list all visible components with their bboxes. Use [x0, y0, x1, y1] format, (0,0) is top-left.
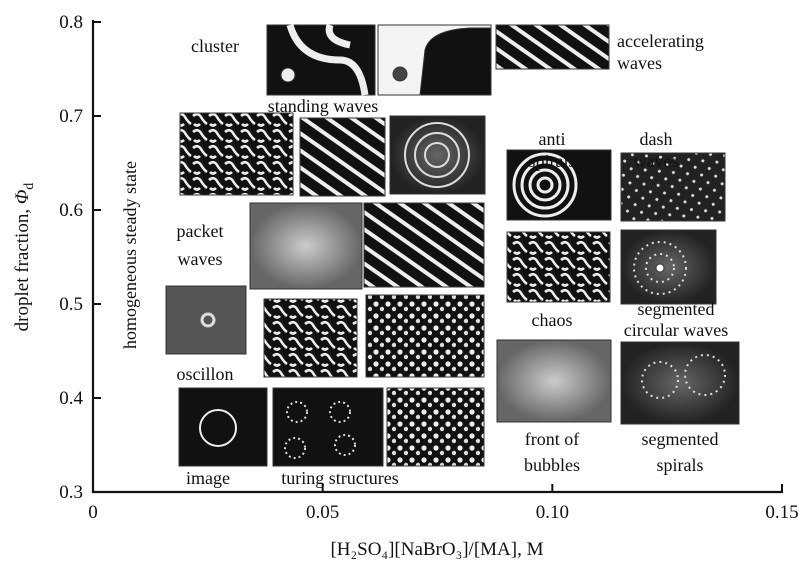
- y-axis-label: droplet fraction, Φd: [12, 183, 37, 332]
- thumbnail: [364, 203, 484, 287]
- thumbnail: [166, 286, 246, 354]
- thumbnail: [496, 25, 609, 69]
- region-label-line: chaos: [532, 310, 573, 330]
- y-tick-label: 0.7: [59, 106, 83, 127]
- y-tick-label: 0.3: [59, 482, 83, 503]
- region-label-line: standing waves: [268, 96, 378, 116]
- x-axis-label: [H₂SO₄][NaBrO₃]/[MA], M: [330, 539, 543, 560]
- region-label: chaos: [532, 310, 573, 330]
- thumbnail: [387, 388, 484, 466]
- thumbnail: [180, 113, 293, 195]
- region-label-line: circular waves: [624, 320, 728, 340]
- thumbnails: [166, 25, 739, 466]
- region-label-line: front of: [525, 429, 579, 449]
- region-label: segmented spirals: [642, 429, 719, 475]
- y-label-subscript: d: [22, 183, 37, 190]
- region-label-line: segmented: [638, 299, 715, 319]
- region-label-line: dash: [640, 129, 673, 149]
- x-tick-label: 0.05: [306, 502, 339, 523]
- region-label: image: [186, 468, 230, 488]
- thumbnail: [366, 295, 484, 377]
- region-label-line: accelerating: [617, 31, 704, 51]
- thumbnail: [621, 342, 739, 424]
- thumbnail: [621, 230, 716, 304]
- y-tick-label: 0.5: [59, 294, 83, 315]
- y-label-symbol: Φ: [12, 190, 33, 204]
- figure: [H₂SO₄][NaBrO₃]/[MA], M droplet fraction…: [0, 0, 798, 563]
- thumbnail: [300, 118, 385, 196]
- region-label-line: homogeneous steady state: [120, 161, 140, 349]
- region-label-line: turing structures: [281, 468, 398, 488]
- region-label: oscillon: [177, 364, 234, 384]
- x-tick-label: 0: [88, 502, 98, 523]
- region-label-line: bubbles: [524, 455, 580, 475]
- region-label: front of bubbles: [524, 429, 580, 475]
- region-label-line: waves: [634, 151, 679, 171]
- region-label-line: packet: [177, 221, 224, 241]
- region-label-line: waves: [178, 249, 223, 269]
- thumbnail: [250, 203, 362, 289]
- region-label: cluster: [191, 36, 239, 56]
- region-label-line: cluster: [191, 36, 239, 56]
- y-tick-label: 0.8: [59, 12, 83, 33]
- region-label-line: image: [186, 468, 230, 488]
- y-tick-label: 0.4: [59, 388, 83, 409]
- region-label: standing waves: [268, 96, 378, 116]
- region-label-line: oscillon: [177, 364, 234, 384]
- y-tick-label: 0.6: [59, 200, 83, 221]
- thumbnail: [507, 232, 610, 302]
- thumbnail: [179, 388, 267, 466]
- region-label: homogeneous steady state: [120, 161, 140, 349]
- x-tick-label: 0.15: [765, 502, 798, 523]
- region-label-line: anti: [539, 129, 566, 149]
- region-label-line: segmented: [642, 429, 719, 449]
- region-label: packet waves: [177, 221, 224, 269]
- x-tick-label: 0.10: [536, 502, 569, 523]
- region-label: turing structures: [281, 468, 398, 488]
- region-label-line: spirals: [529, 151, 576, 171]
- thumbnail: [273, 388, 383, 466]
- thumbnail: [497, 340, 611, 422]
- region-label-line: spirals: [657, 455, 704, 475]
- region-label-line: waves: [617, 53, 662, 73]
- thumbnail: [264, 299, 357, 377]
- y-label-text: droplet fraction,: [12, 204, 33, 331]
